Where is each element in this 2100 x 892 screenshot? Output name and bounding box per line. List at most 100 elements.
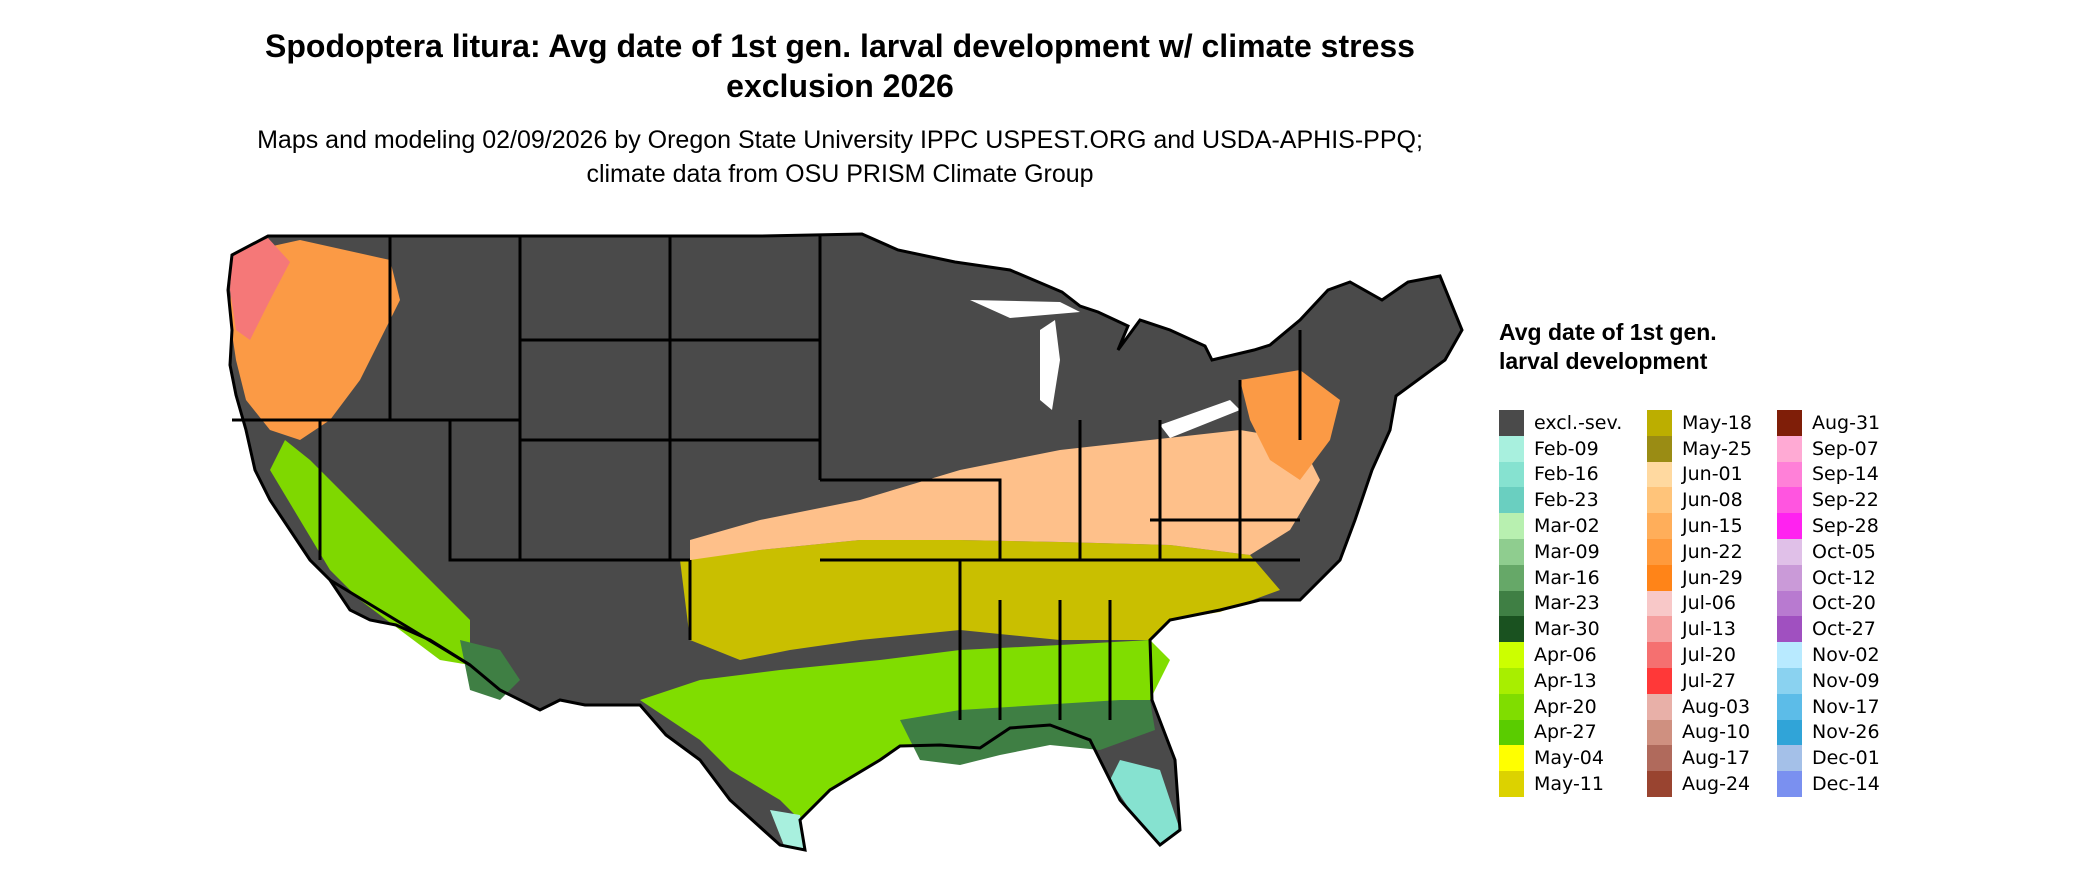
legend-swatch [1777,642,1802,668]
legend-swatch [1777,616,1802,643]
legend-label: Nov-26 [1812,721,1880,744]
legend-label: Feb-09 [1534,437,1599,460]
legend-item: Oct-12 [1777,564,1907,591]
zone-texas-teal [770,810,805,850]
legend-item: May-25 [1647,435,1777,462]
legend-swatch [1499,410,1524,436]
legend-item: Feb-16 [1499,461,1647,488]
legend-swatch [1499,667,1524,694]
legend-label: Apr-20 [1534,695,1597,718]
legend-swatch [1647,745,1672,772]
legend-item: Mar-09 [1499,538,1647,565]
legend-label: Sep-14 [1812,463,1879,486]
legend-item: Aug-17 [1647,745,1777,772]
legend-label: Aug-03 [1682,695,1751,718]
legend-swatch [1647,667,1672,694]
legend-label: Feb-16 [1534,463,1599,486]
legend-label: Jul-13 [1682,618,1736,641]
legend-label: Jun-15 [1682,515,1743,538]
legend-swatch [1499,616,1524,643]
legend-label: Jul-06 [1682,592,1736,615]
legend-swatch [1499,642,1524,668]
legend-label: Jun-01 [1682,463,1743,486]
legend-item: Jul-06 [1647,590,1777,617]
legend-item: Oct-27 [1777,616,1907,643]
legend-item: Feb-09 [1499,435,1647,462]
legend-swatch [1499,771,1524,797]
legend-swatch [1777,745,1802,772]
legend-item: Feb-23 [1499,487,1647,514]
legend-item: Nov-02 [1777,642,1907,668]
legend-swatch [1647,461,1672,488]
legend-label: Oct-12 [1812,566,1876,589]
legend-label: Nov-09 [1812,669,1880,692]
legend-label: Aug-31 [1812,411,1881,434]
legend-swatch [1777,564,1802,591]
legend-label: Dec-01 [1812,747,1880,770]
legend-item: Jul-20 [1647,642,1777,668]
legend-swatch [1499,590,1524,617]
legend-swatch [1647,564,1672,591]
legend-swatch [1777,590,1802,617]
legend-swatch [1647,719,1672,746]
legend-item: Mar-30 [1499,616,1647,643]
legend-swatch [1777,538,1802,565]
legend-label: May-18 [1682,411,1752,434]
legend-label: Oct-05 [1812,540,1876,563]
legend-label: Apr-27 [1534,721,1597,744]
legend-item: Aug-24 [1647,771,1777,797]
legend-swatch [1499,487,1524,514]
legend-swatch [1777,771,1802,797]
legend-swatch [1499,538,1524,565]
legend-swatch [1499,513,1524,539]
legend-item: excl.-sev. [1499,410,1647,436]
legend-label: excl.-sev. [1534,411,1623,434]
legend-label: Aug-17 [1682,747,1751,770]
legend-label: Sep-22 [1812,489,1879,512]
legend: excl.-sev. Feb-09 Feb-16 Feb-23 Mar-02 Mar-09… [1499,410,1907,797]
legend-item: Apr-06 [1499,642,1647,668]
legend-swatch [1777,513,1802,539]
lake-superior [970,300,1080,318]
legend-swatch [1499,564,1524,591]
legend-item: Oct-20 [1777,590,1907,617]
legend-item: Jun-22 [1647,538,1777,565]
legend-swatch [1499,693,1524,720]
legend-swatch [1647,410,1672,436]
legend-label: Jul-27 [1682,669,1736,692]
legend-item: Aug-31 [1777,410,1907,436]
legend-item: Apr-27 [1499,719,1647,746]
legend-item: Sep-07 [1777,435,1907,462]
legend-label: Dec-14 [1812,773,1880,796]
zone-west-red [230,238,290,340]
legend-label: Aug-24 [1682,773,1751,796]
legend-item: Jul-27 [1647,667,1777,694]
zone-ne-orange [1240,370,1340,480]
legend-label: Aug-10 [1682,721,1751,744]
legend-swatch [1777,693,1802,720]
legend-swatch [1647,538,1672,565]
legend-label: Jun-22 [1682,540,1743,563]
legend-item: May-18 [1647,410,1777,436]
legend-item: Mar-02 [1499,513,1647,539]
legend-label: Oct-20 [1812,592,1876,615]
state-boundaries [226,232,1464,852]
legend-swatch [1777,667,1802,694]
zone-june [690,430,1320,560]
legend-swatch [1777,461,1802,488]
legend-swatch [1647,590,1672,617]
legend-swatch [1777,487,1802,514]
legend-label: Sep-07 [1812,437,1879,460]
legend-label: Apr-06 [1534,644,1597,667]
legend-item: Sep-22 [1777,487,1907,514]
legend-item: Jul-13 [1647,616,1777,643]
legend-label: Mar-09 [1534,540,1600,563]
legend-swatch [1499,719,1524,746]
legend-label: Mar-30 [1534,618,1600,641]
legend-label: Apr-13 [1534,669,1597,692]
legend-swatch [1499,435,1524,462]
zone-may [680,540,1280,660]
legend-item: Apr-13 [1499,667,1647,694]
legend-label: Jul-20 [1682,644,1736,667]
